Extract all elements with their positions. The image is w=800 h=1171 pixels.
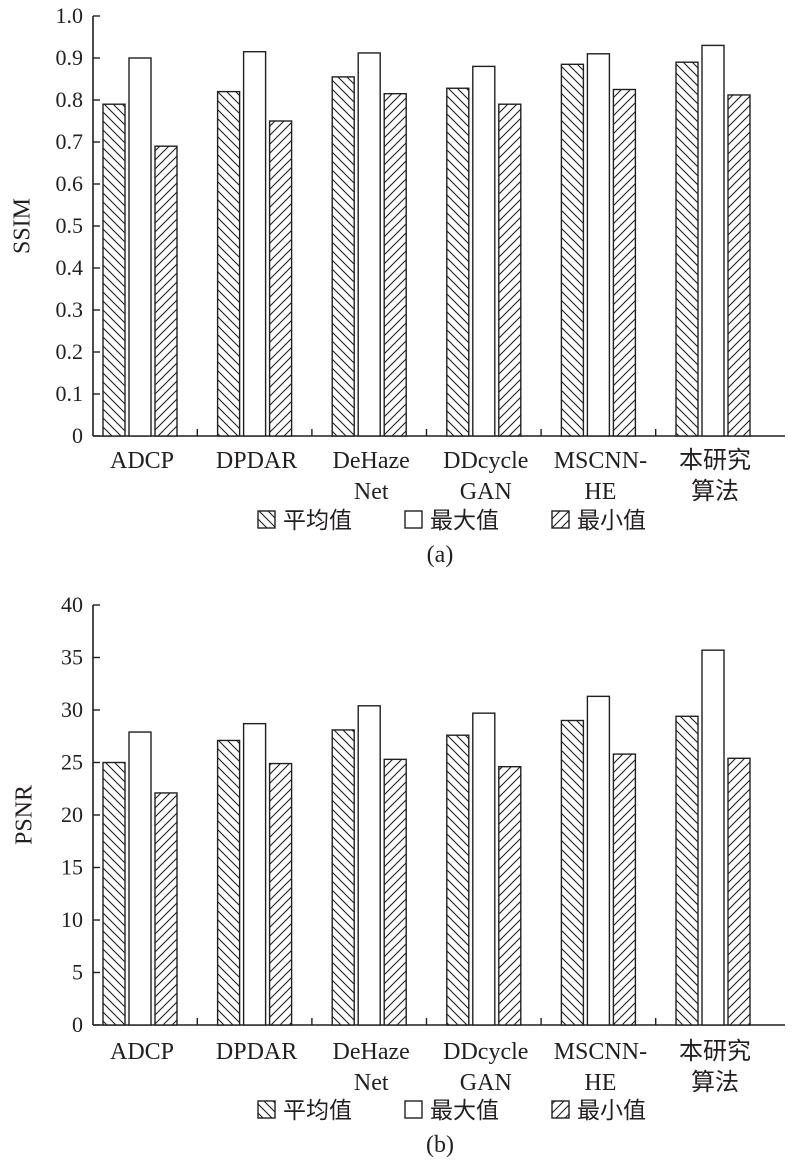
bar-mean (102, 761, 126, 1026)
panel-label: (b) (426, 1132, 454, 1158)
x-tick-label: MSCNN- (554, 448, 647, 474)
legend: 平均值 最大值 最小值 (257, 508, 646, 534)
y-tick-label: 0.8 (56, 87, 84, 112)
y-tick-label: 0.7 (56, 129, 84, 154)
chart-panel-a: 0 0.1 0.2 0.3 0.4 0.5 0.6 0.7 0.8 0.9 1.0 SSIM ADCP D… (10, 3, 785, 568)
bar-mean (560, 63, 585, 437)
bar-min (727, 757, 751, 1026)
bar-min (268, 762, 293, 1026)
legend-label: 平均值 (283, 1098, 352, 1124)
bar-min (612, 753, 637, 1026)
x-tick-label: ADCP (110, 1039, 174, 1065)
y-tick-label: 15 (61, 855, 83, 880)
chart-panel-b: 0 5 10 15 20 25 30 35 40 PSNR ADCP DPDAR DeHaze Net DD… (12, 592, 785, 1158)
bar-max (586, 695, 611, 1026)
legend-swatch (551, 1100, 570, 1119)
bar-mean (102, 103, 126, 437)
legend-label: 最小值 (577, 1098, 646, 1124)
y-tick-label: 0 (72, 423, 83, 448)
y-tick-label: 10 (61, 907, 83, 932)
bar-mean (331, 76, 355, 437)
bar-min (268, 120, 293, 437)
bar-mean (675, 61, 699, 437)
y-tick-label: 0.9 (56, 45, 84, 70)
x-tick-label: 本研究 (679, 1038, 751, 1065)
bar-max (128, 57, 152, 437)
y-tick-label: 1.0 (56, 3, 84, 28)
y-tick-label: 40 (61, 592, 83, 617)
bar-max (586, 53, 611, 437)
bar-min (383, 758, 407, 1026)
x-tick-label: GAN (460, 1070, 512, 1096)
y-tick-label: 0.1 (56, 381, 84, 406)
bar-min (383, 92, 407, 437)
bar-min (498, 103, 522, 437)
legend: 平均值 最大值 最小值 (257, 1098, 646, 1124)
bar-mean (216, 90, 241, 437)
legend-swatch (257, 1100, 276, 1119)
x-tick-label: MSCNN- (554, 1039, 647, 1065)
x-tick-label: DeHaze (333, 1039, 410, 1065)
y-tick-label: 5 (72, 960, 83, 985)
bar-min (612, 88, 637, 437)
y-tick-label: 0.5 (56, 213, 84, 238)
x-tick-label: Net (354, 1070, 389, 1096)
y-axis-title: PSNR (12, 785, 38, 845)
x-tick-label: GAN (460, 479, 512, 505)
x-tick-label: DPDAR (216, 448, 297, 474)
bar-min (154, 145, 178, 437)
y-tick-label: 0.3 (56, 297, 84, 322)
legend-label: 平均值 (283, 508, 352, 534)
legend-label: 最大值 (430, 1098, 499, 1124)
x-tick-label: HE (584, 1070, 616, 1096)
legend-swatch (404, 510, 423, 529)
legend-swatch (404, 1100, 423, 1119)
bar-min (154, 792, 178, 1026)
bar-mean (331, 729, 355, 1026)
legend-label: 最小值 (577, 508, 646, 534)
bar-min (498, 766, 522, 1026)
bar-mean (446, 87, 470, 437)
x-tick-label: DPDAR (216, 1039, 297, 1065)
bar-max (472, 65, 496, 437)
y-tick-label: 25 (61, 750, 83, 775)
y-tick-label: 0.6 (56, 171, 84, 196)
x-tick-label: 算法 (691, 1069, 739, 1096)
bar-mean (216, 739, 241, 1026)
bar-max (242, 722, 267, 1026)
bar-min (727, 94, 751, 437)
legend-label: 最大值 (430, 508, 499, 534)
legend-swatch (257, 510, 276, 529)
panel-label: (a) (427, 542, 454, 568)
x-tick-label: DeHaze (333, 448, 410, 474)
x-tick-label: Net (354, 479, 389, 505)
y-tick-label: 20 (61, 802, 83, 827)
y-tick-label: 0 (72, 1012, 83, 1037)
bar-mean (446, 734, 470, 1026)
bar-max (472, 712, 496, 1026)
legend-swatch (551, 510, 570, 529)
x-tick-label: DDcycle (443, 1039, 528, 1065)
y-tick-label: 0.4 (56, 255, 84, 280)
y-tick-label: 35 (61, 645, 83, 670)
y-tick-label: 0.2 (56, 339, 84, 364)
x-tick-label: 本研究 (679, 447, 751, 474)
y-axis-title: SSIM (10, 198, 36, 254)
bar-max (357, 705, 381, 1026)
bar-mean (560, 719, 585, 1026)
x-tick-label: DDcycle (443, 448, 528, 474)
bar-max (128, 731, 152, 1026)
bar-max (701, 44, 725, 437)
x-tick-label: HE (584, 479, 616, 505)
bar-max (701, 649, 725, 1026)
bar-mean (675, 715, 699, 1026)
y-tick-label: 30 (61, 697, 83, 722)
bar-max (242, 51, 267, 437)
x-tick-label: ADCP (110, 448, 174, 474)
x-tick-label: 算法 (691, 478, 739, 505)
bar-max (357, 52, 381, 437)
